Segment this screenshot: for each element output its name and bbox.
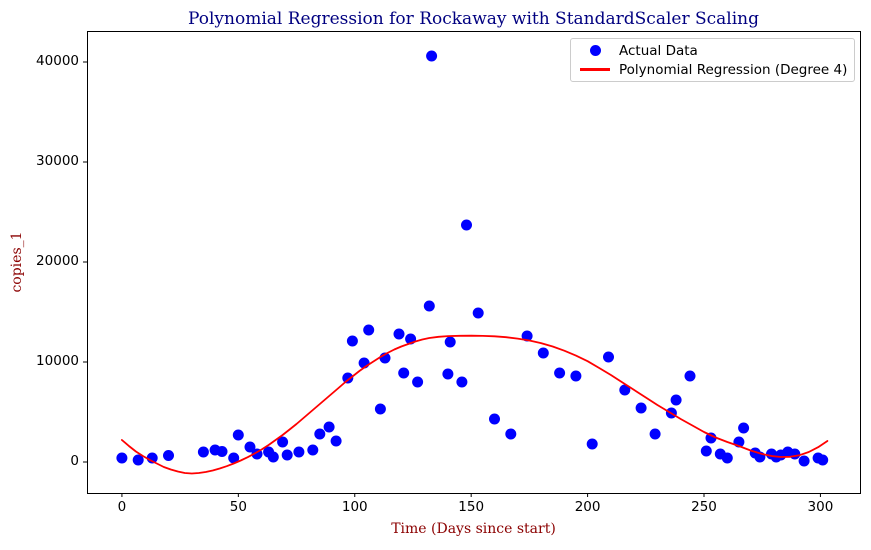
data-point: [323, 421, 335, 433]
data-point: [293, 446, 305, 458]
data-point: [700, 445, 712, 457]
data-point: [789, 448, 801, 460]
data-point: [738, 422, 750, 434]
data-point: [267, 451, 279, 463]
legend-marker-cell: [571, 45, 619, 56]
x-tick-label: 50: [229, 499, 247, 515]
data-point: [649, 428, 661, 440]
data-point: [619, 384, 631, 396]
legend-line-marker-icon: [580, 68, 610, 71]
x-tick-label: 300: [807, 499, 834, 515]
data-point: [277, 436, 289, 448]
data-point: [670, 394, 682, 406]
legend-entry-label: Actual Data: [619, 42, 698, 59]
data-point: [363, 324, 375, 336]
data-point: [505, 428, 517, 440]
data-point: [456, 376, 468, 388]
data-point: [705, 432, 717, 444]
data-point: [197, 446, 209, 458]
data-point: [393, 328, 405, 340]
legend-dot-marker-icon: [589, 45, 601, 56]
x-tick-label: 0: [117, 499, 127, 515]
data-point: [444, 336, 456, 348]
data-point: [281, 449, 293, 461]
data-point: [330, 435, 342, 447]
data-point: [232, 429, 244, 441]
data-point: [721, 452, 733, 464]
data-point: [521, 330, 533, 342]
data-point: [554, 367, 566, 379]
data-point: [603, 351, 614, 363]
legend-entry-regression: Polynomial Regression (Degree 4): [571, 60, 854, 79]
legend-marker-cell: [571, 68, 619, 71]
legend-entry-actual-data: Actual Data: [571, 41, 854, 60]
data-point: [346, 335, 358, 347]
y-tick-label: 30000: [36, 153, 79, 169]
data-point: [426, 50, 438, 62]
data-point: [570, 370, 582, 382]
y-tick-label: 0: [70, 453, 79, 469]
data-point: [489, 413, 500, 425]
data-point: [132, 454, 144, 466]
data-point: [398, 367, 410, 379]
data-point: [228, 452, 240, 464]
y-tick-label: 20000: [36, 253, 79, 269]
data-point: [472, 307, 484, 319]
data-point: [412, 376, 424, 388]
data-point: [116, 452, 128, 464]
x-axis-label: Time (Days since start): [391, 521, 556, 537]
legend: Actual Data Polynomial Regression (Degre…: [570, 38, 855, 82]
chart-title: Polynomial Regression for Rockaway with …: [188, 9, 759, 29]
data-point: [314, 428, 326, 440]
plot-frame: [87, 31, 861, 494]
data-point: [635, 402, 647, 414]
data-point: [461, 219, 472, 231]
data-point: [586, 438, 598, 450]
x-tick-label: 150: [458, 499, 485, 515]
data-point: [163, 450, 174, 461]
x-tick-label: 100: [341, 499, 368, 515]
legend-entry-label: Polynomial Regression (Degree 4): [619, 61, 848, 78]
data-point: [684, 370, 696, 382]
data-point: [307, 444, 319, 456]
data-point: [216, 446, 228, 457]
regression-line: [121, 334, 829, 475]
data-point: [374, 403, 386, 415]
data-point: [817, 454, 829, 466]
y-tick-label: 40000: [36, 53, 79, 69]
data-point: [537, 347, 549, 359]
y-tick-label: 10000: [36, 353, 79, 369]
x-tick-label: 250: [691, 499, 717, 515]
data-point: [244, 441, 256, 453]
data-point: [798, 455, 810, 467]
data-point: [423, 300, 435, 312]
x-tick-label: 200: [574, 499, 601, 515]
data-point: [442, 368, 454, 380]
data-point: [342, 372, 354, 384]
